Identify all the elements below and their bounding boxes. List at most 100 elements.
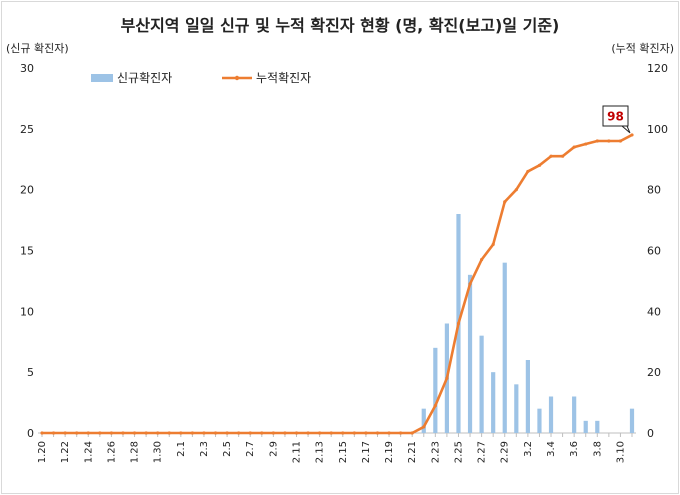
line-point [121, 431, 125, 435]
line-point [86, 431, 90, 435]
line-point [491, 242, 495, 247]
bar [514, 384, 519, 433]
legend-line-marker [234, 75, 240, 81]
line-point [584, 142, 588, 146]
line-point [375, 431, 380, 435]
line-point [248, 431, 252, 435]
line-point [456, 321, 461, 326]
line-point [167, 431, 171, 435]
y-right-tick-label: 60 [647, 245, 661, 258]
bar [421, 408, 426, 433]
line-point [75, 431, 79, 435]
bar [548, 396, 554, 433]
line-point [480, 258, 484, 262]
line-point [318, 431, 322, 435]
line-point [387, 431, 391, 435]
line-point [618, 139, 623, 143]
line-point [260, 431, 264, 435]
x-tick-label: 3.2 [523, 441, 534, 457]
line-point [572, 145, 576, 149]
x-tick-label: 2.3 [199, 441, 210, 457]
x-tick-label: 1.26 [106, 441, 117, 463]
x-tick-label: 3.10 [615, 441, 626, 463]
line-point [109, 431, 114, 435]
annotation: 98 [602, 105, 631, 134]
chart-title: 부산지역 일일 신규 및 누적 확진자 현황 (명, 확진(보고)일 기준) [120, 16, 560, 35]
legend-line-label: 누적확진자 [256, 71, 311, 85]
line-point [549, 154, 553, 158]
x-tick-label: 1.24 [83, 441, 94, 463]
line-point [503, 200, 507, 204]
annotation-pointer [621, 125, 631, 134]
line-point [364, 431, 368, 435]
x-tick-label: 3.8 [592, 441, 603, 457]
y-left-tick-label: 15 [20, 245, 34, 258]
line-point [399, 431, 403, 435]
line-point [179, 431, 183, 435]
bar [467, 274, 473, 433]
x-tick-label: 3.6 [569, 441, 580, 457]
line-point [144, 431, 148, 435]
line-point [63, 431, 67, 435]
y-right-tick-label: 120 [647, 62, 668, 75]
line-point [98, 431, 102, 435]
line-point [630, 133, 634, 137]
line-series [40, 133, 634, 435]
line-point [294, 431, 299, 435]
line-point [51, 431, 56, 435]
y-left-tick-label: 25 [20, 123, 34, 136]
line-point [271, 431, 275, 435]
bar [502, 262, 507, 433]
x-tick-label: 2.7 [245, 441, 256, 457]
line-point [237, 431, 241, 435]
x-tick-label: 2.21 [407, 441, 418, 463]
bar [525, 360, 530, 433]
line-point [40, 431, 44, 435]
y-left-tick-label: 5 [27, 366, 34, 379]
line-point [190, 431, 194, 435]
x-tick-label: 2.27 [477, 441, 488, 463]
x-tick-label: 2.9 [268, 441, 279, 457]
x-tick-label: 2.29 [500, 441, 511, 463]
bar [595, 420, 600, 433]
bar [491, 372, 496, 433]
bar [572, 396, 577, 433]
line-point [329, 431, 333, 435]
y-right-tick-label: 20 [647, 366, 661, 379]
line-point [607, 139, 611, 143]
annotation-label: 98 [607, 110, 624, 124]
line-point [225, 431, 229, 435]
line-point [514, 188, 518, 192]
y-left-tick-label: 10 [20, 305, 34, 318]
x-tick-label: 2.25 [453, 441, 464, 463]
line-point [156, 431, 160, 435]
line-point [283, 431, 287, 435]
y-left-tick-label: 30 [20, 62, 34, 75]
bar [479, 335, 484, 433]
bar-series [421, 214, 635, 433]
line-point [433, 404, 437, 408]
x-tick-label: 1.22 [60, 441, 71, 463]
x-tick-label: 2.1 [176, 441, 187, 457]
line-point [537, 163, 542, 167]
y-right-tick-label: 0 [647, 427, 654, 440]
legend-bar-swatch [91, 74, 113, 82]
x-tick-label: 2.11 [292, 441, 303, 463]
legend-bar-label: 신규확진자 [117, 71, 172, 85]
axes: 0 5 10 15 20 25 30 0 20 40 60 80 100 120 1.20 1.22 1.24 1… [20, 62, 668, 463]
x-tick-label: 3.4 [546, 441, 557, 457]
y-right-tick-label: 80 [647, 184, 661, 197]
y-right-tick-label: 100 [647, 123, 668, 136]
line-point [595, 139, 599, 143]
x-tick-label: 1.20 [37, 441, 48, 463]
bar [583, 420, 588, 433]
line-point [410, 431, 414, 435]
line-point [202, 431, 206, 435]
line-point [306, 431, 310, 435]
cumulative-line [42, 133, 633, 435]
bar [433, 347, 438, 433]
x-tick-label: 2.13 [315, 441, 326, 463]
x-tick-label: 2.15 [338, 441, 349, 463]
